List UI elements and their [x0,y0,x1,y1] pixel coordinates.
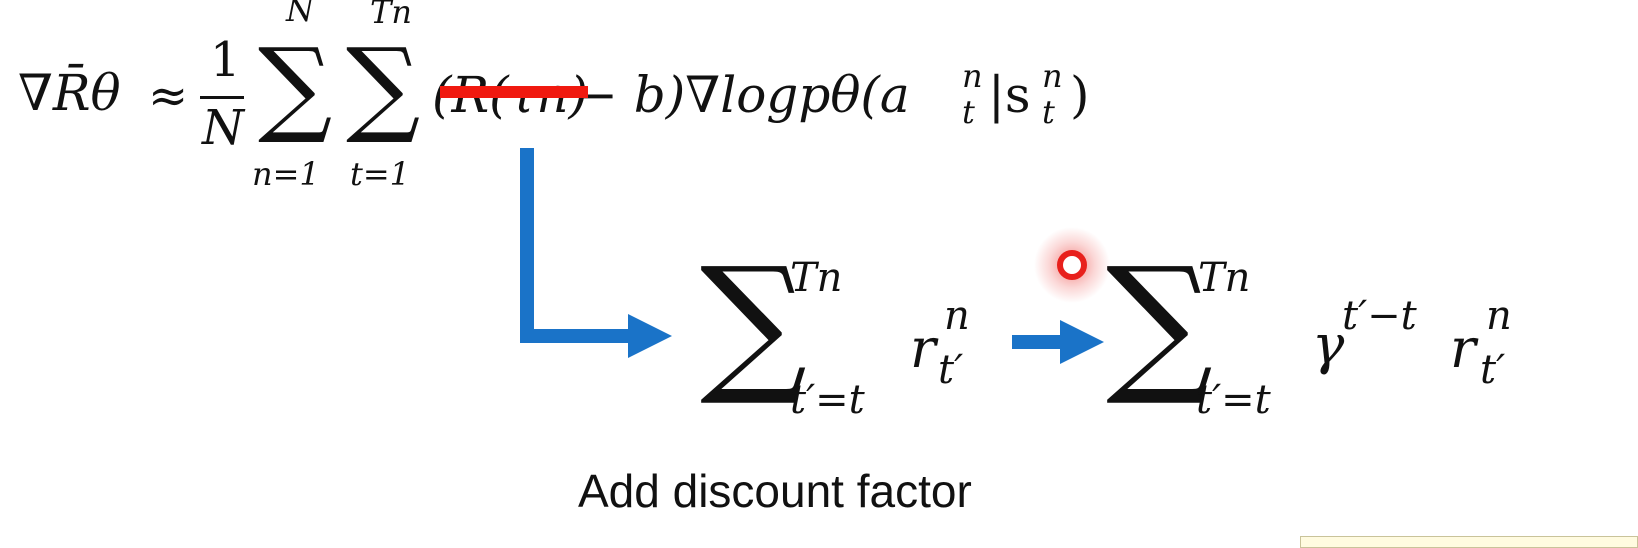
laser-pointer-icon [1034,227,1110,303]
flow-arrow-right [1012,320,1104,364]
gamma-exponent: t′−t [1342,293,1417,339]
action-sub: t [962,93,975,131]
flow-arrow-down-right [520,148,672,358]
reward-term-sup: n [944,293,970,339]
sum-t-lower: t=1 [350,155,411,193]
sum-discounted-symbol: ∑ [1106,236,1214,410]
discounted-reward-sup: n [1486,293,1512,339]
approx-symbol: ≈ [148,68,189,124]
reward-term: r [910,317,936,380]
sum-t-symbol: ∑ [346,25,421,147]
reward-term-sub: t′ [938,347,964,393]
sum-reward-symbol: ∑ [700,236,808,410]
baseline-and-log-term: − b)∇logpθ(a [576,66,910,124]
sum-discounted-lower: t′=t [1196,377,1271,423]
fraction-bar [200,96,244,99]
action-sup: n [962,57,983,95]
state-sub: t [1042,93,1055,131]
sum-reward-upper: Tn [790,255,843,301]
sum-n-lower: n=1 [252,155,320,193]
state-sup: n [1042,57,1063,95]
sum-n-upper: N [286,0,314,29]
sum-discounted-upper: Tn [1198,255,1251,301]
fraction-numerator: 1 [210,32,241,88]
discounted-reward-term: r [1450,317,1476,380]
given-bar-state: |s [988,66,1031,124]
gamma-symbol: γ [1312,313,1345,376]
fraction-denominator: N [202,100,244,156]
close-paren: ) [1070,66,1090,124]
gradient-lhs: ∇R̄θ [18,64,121,122]
discounted-reward-sub: t′ [1480,347,1506,393]
discount-caption: Add discount factor [578,465,972,517]
sum-t-upper: Tn [370,0,412,31]
sum-n-symbol: ∑ [258,25,333,147]
sum-reward-lower: t′=t [790,377,865,423]
note-box-edge [1300,536,1638,548]
